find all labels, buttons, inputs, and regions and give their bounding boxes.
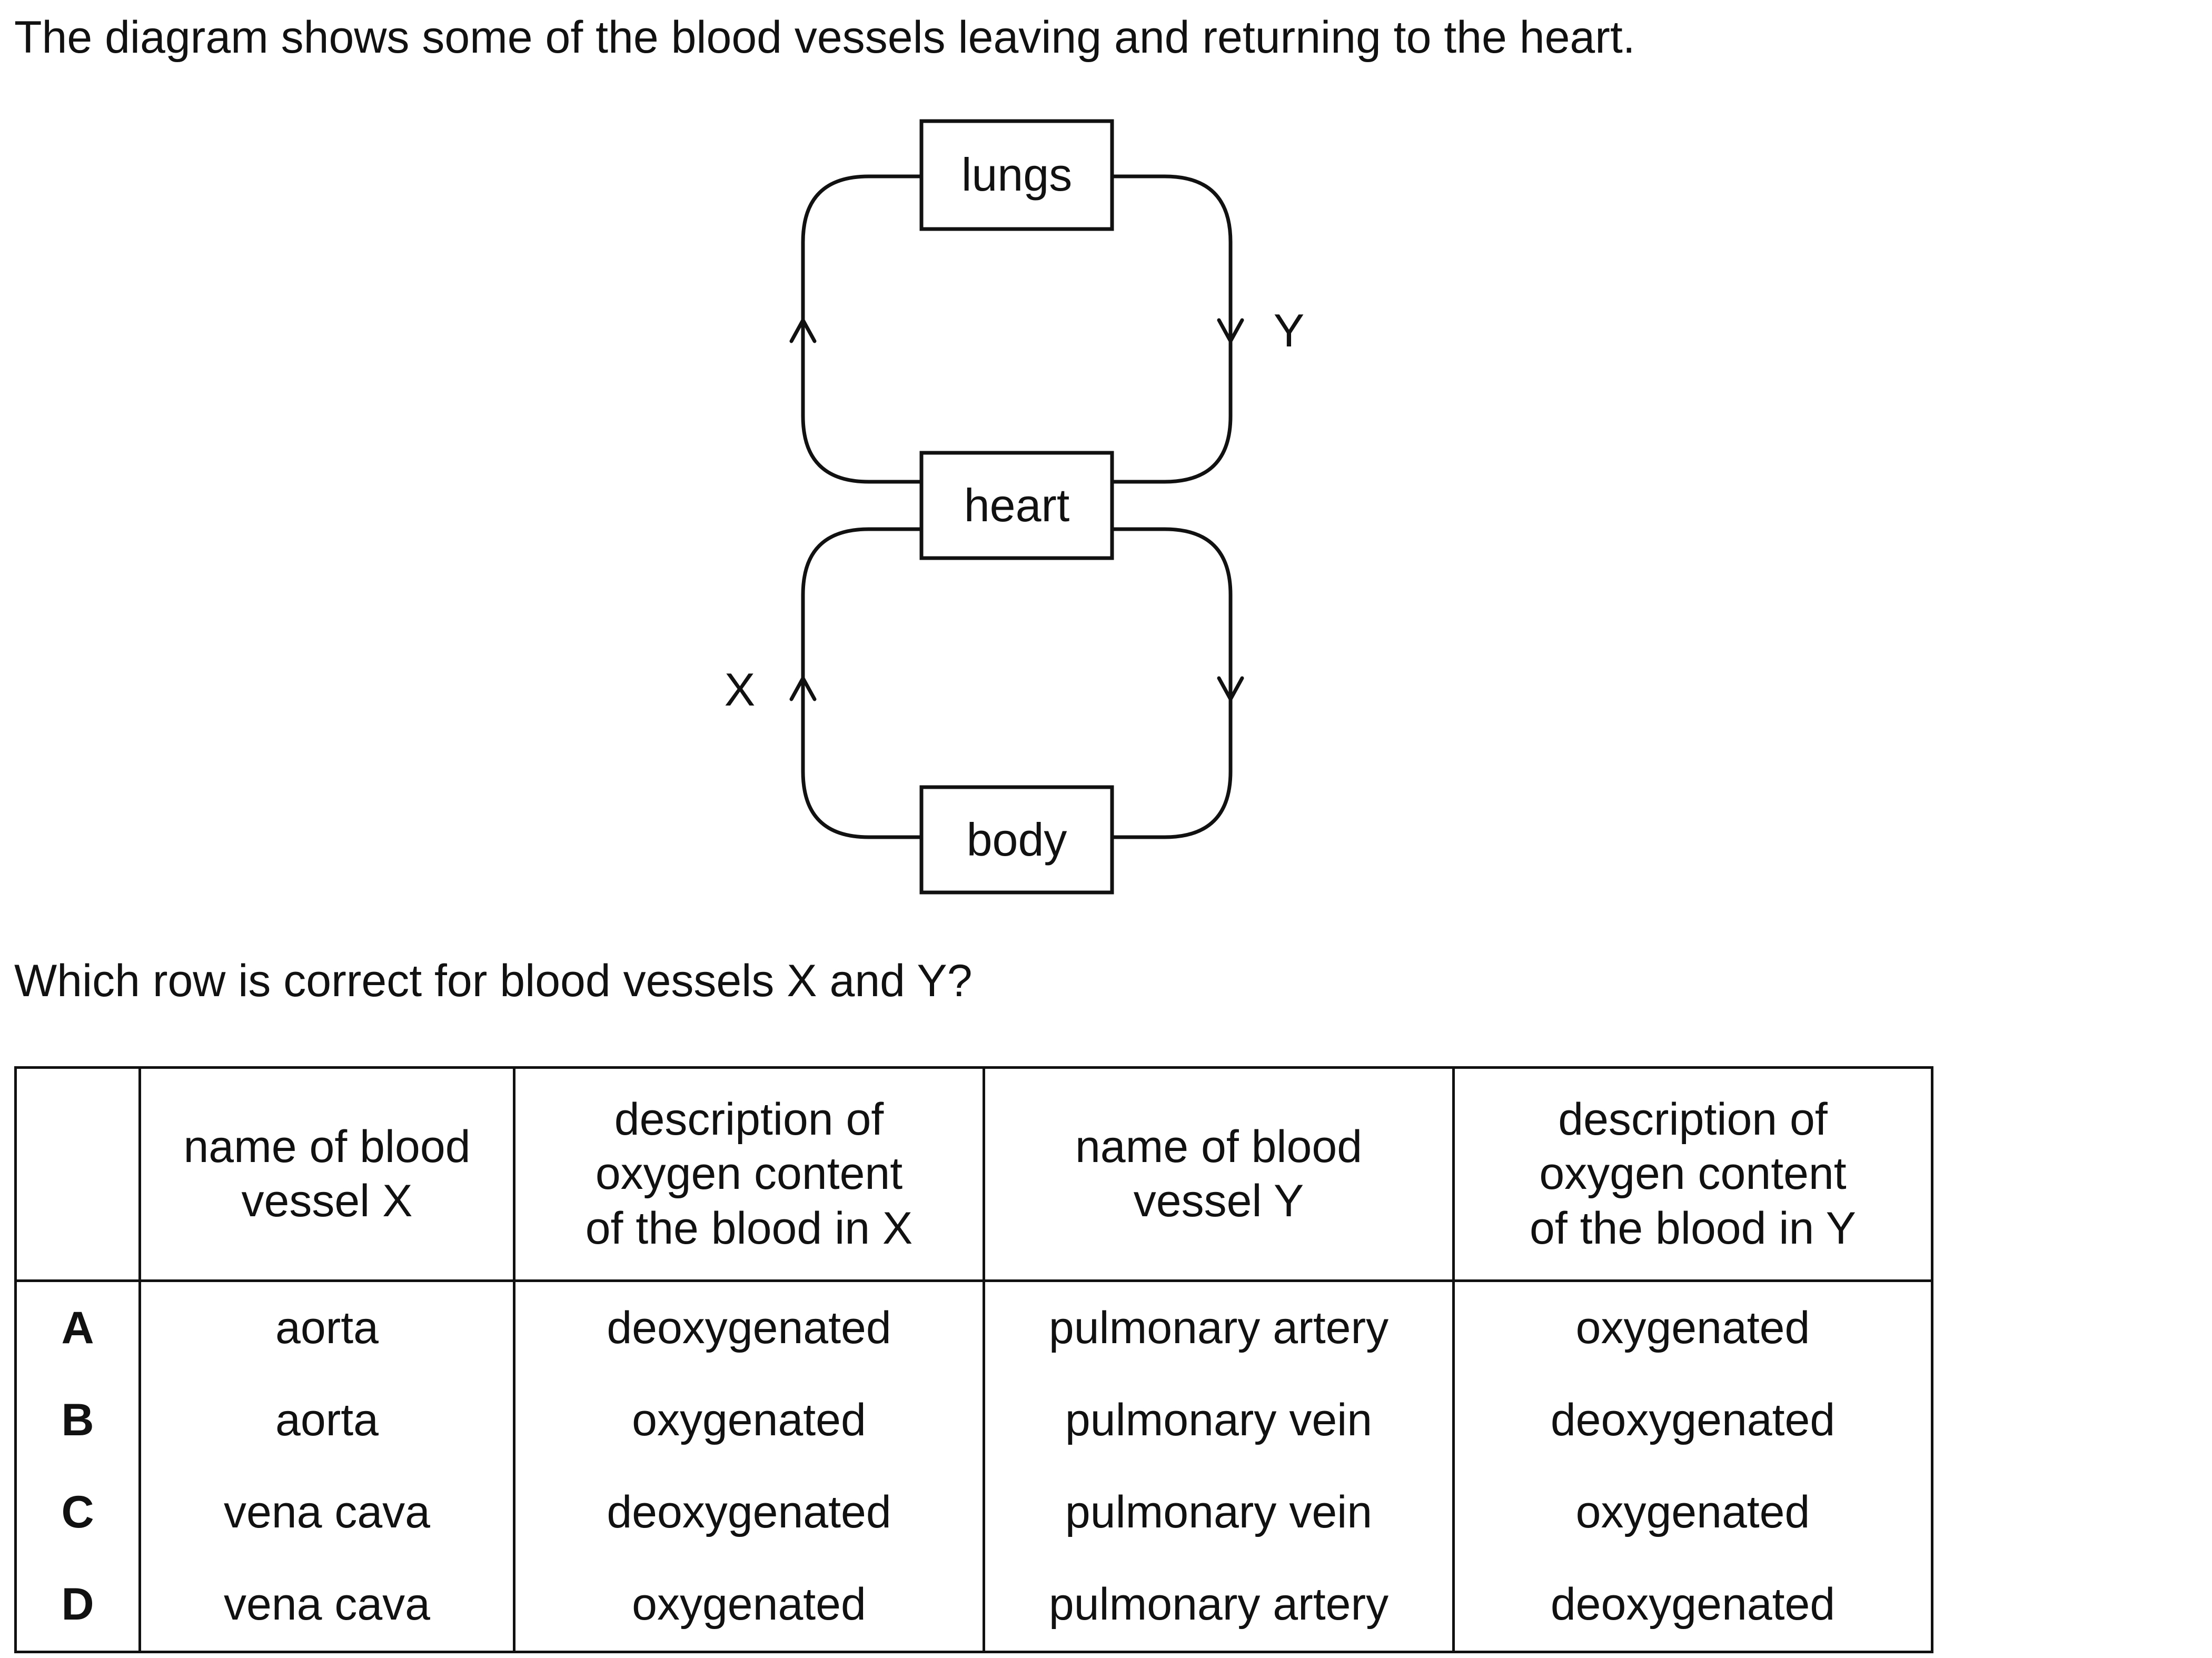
column-header bbox=[14, 1066, 141, 1282]
vessel-to-lungs bbox=[801, 174, 924, 484]
column-header-line: of the blood in Y bbox=[1529, 1203, 1856, 1254]
oxygen-x-cell: deoxygenated bbox=[513, 1466, 985, 1558]
intro-text: The diagram shows some of the blood vess… bbox=[14, 12, 1635, 63]
vessel-y-cell: pulmonary artery bbox=[983, 1280, 1455, 1374]
circulation-diagram: lungs heart body X Y bbox=[725, 119, 1305, 895]
vessel-x-from-body bbox=[801, 527, 924, 839]
arrow-down-icon bbox=[1217, 676, 1244, 701]
column-header-line: oxygen content bbox=[1539, 1148, 1847, 1199]
column-header-line: name of blood bbox=[183, 1121, 471, 1172]
column-header: description of oxygen content of the blood… bbox=[513, 1066, 985, 1282]
oxygen-y-cell: deoxygenated bbox=[1452, 1374, 1933, 1466]
row-letter: D bbox=[14, 1558, 141, 1653]
oxygen-x-cell: oxygenated bbox=[513, 1558, 985, 1653]
column-header-line: vessel X bbox=[241, 1176, 413, 1226]
column-header-line: description of bbox=[614, 1094, 884, 1145]
oxygen-y-cell: oxygenated bbox=[1452, 1466, 1933, 1558]
oxygen-y-cell: deoxygenated bbox=[1452, 1558, 1933, 1653]
oxygen-y-cell: oxygenated bbox=[1452, 1280, 1933, 1374]
arrow-down-icon bbox=[1217, 318, 1244, 343]
oxygen-x-cell: deoxygenated bbox=[513, 1280, 985, 1374]
column-header: description of oxygen content of the blood… bbox=[1452, 1066, 1933, 1282]
vessel-x-label: X bbox=[725, 663, 756, 716]
row-letter: B bbox=[14, 1374, 141, 1466]
column-header-line: description of bbox=[1558, 1094, 1828, 1145]
vessel-x-cell: aorta bbox=[138, 1280, 515, 1374]
column-header: name of blood vessel X bbox=[138, 1066, 515, 1282]
body-box bbox=[919, 785, 1114, 895]
column-header-line: name of blood bbox=[1075, 1121, 1363, 1172]
vessel-y-cell: pulmonary vein bbox=[983, 1466, 1455, 1558]
column-header-line: oxygen content bbox=[595, 1148, 903, 1199]
arrow-up-icon bbox=[789, 318, 817, 343]
vessel-x-cell: vena cava bbox=[138, 1466, 515, 1558]
heart-box bbox=[919, 451, 1114, 560]
body-label: body bbox=[967, 813, 1067, 866]
question-text: Which row is correct for blood vessels X… bbox=[14, 956, 973, 1006]
vessel-x-cell: vena cava bbox=[138, 1558, 515, 1653]
vessel-y-cell: pulmonary artery bbox=[983, 1558, 1455, 1653]
heart-label: heart bbox=[964, 479, 1070, 531]
column-header-line: vessel Y bbox=[1133, 1176, 1304, 1226]
vessel-y-cell: pulmonary vein bbox=[983, 1374, 1455, 1466]
vessel-x-cell: aorta bbox=[138, 1374, 515, 1466]
oxygen-x-cell: oxygenated bbox=[513, 1374, 985, 1466]
vessel-y-from-lungs bbox=[1110, 174, 1233, 484]
column-header-line: of the blood in X bbox=[585, 1203, 913, 1254]
arrow-up-icon bbox=[789, 676, 817, 701]
row-letter: C bbox=[14, 1466, 141, 1558]
row-letter: A bbox=[14, 1280, 141, 1374]
lungs-label: lungs bbox=[961, 148, 1072, 201]
lungs-box bbox=[919, 119, 1114, 231]
vessel-to-body bbox=[1110, 527, 1233, 839]
column-header: name of blood vessel Y bbox=[983, 1066, 1455, 1282]
vessel-y-label: Y bbox=[1274, 304, 1305, 356]
